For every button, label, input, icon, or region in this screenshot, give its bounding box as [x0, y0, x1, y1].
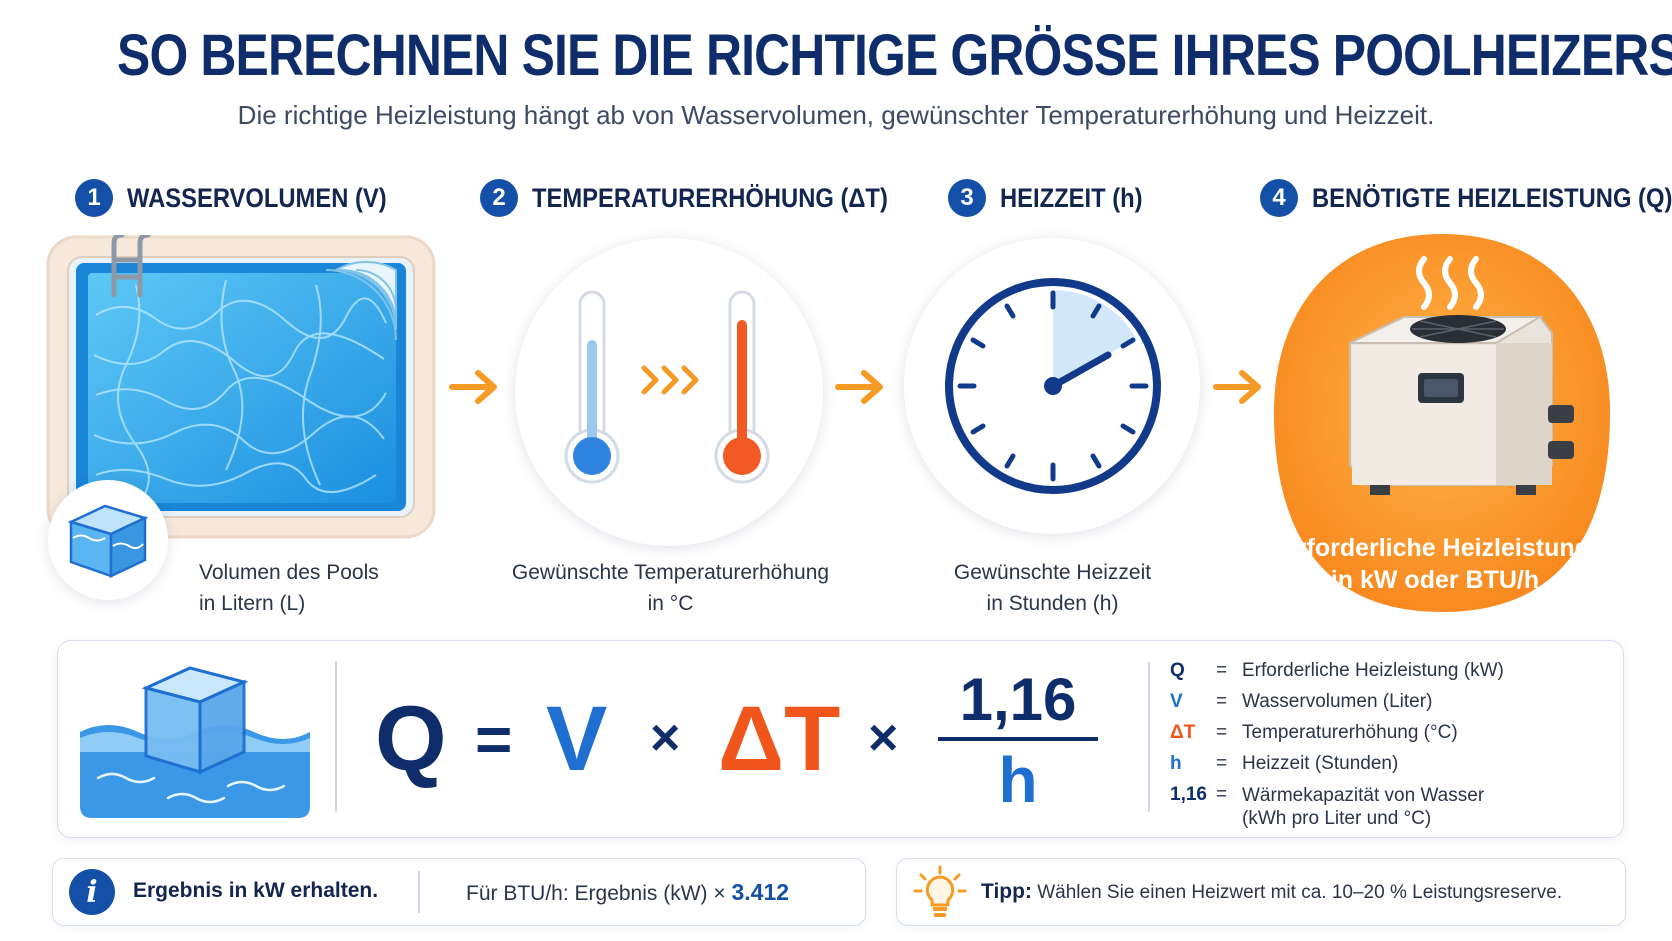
legend-text: Erforderliche Heizleistung (kW) [1242, 660, 1504, 681]
legend-equals: = [1216, 722, 1228, 743]
arrow-right-icon [835, 370, 883, 404]
step-3-caption: Gewünschte Heizzeit in Stunden (h) [920, 557, 1185, 619]
step-4-caption-line2: in kW oder BTU/h [1330, 566, 1540, 594]
legend-equals: = [1216, 753, 1228, 774]
tip-text: Tipp: Wählen Sie einen Heizwert mit ca. … [981, 880, 1562, 904]
water-cube-icon [67, 504, 149, 578]
legend-text: Temperaturerhöhung (°C) [1242, 722, 1458, 743]
legend-text: Wasservolumen (Liter) [1242, 691, 1433, 712]
formula-times-2: × [868, 709, 899, 767]
page-subtitle: Die richtige Heizleistung hängt ab von W… [237, 100, 1435, 130]
fraction-bar [938, 737, 1098, 741]
clock-icon [945, 278, 1161, 494]
temperature-circle [515, 238, 823, 546]
formula-delta-t: ΔT [718, 688, 841, 790]
tip-card: Tipp: Wählen Sie einen Heizwert mit ca. … [896, 858, 1626, 926]
step-2-caption: Gewünschte Temperaturerhöhung in °C [498, 557, 843, 619]
arrow-right-icon [449, 370, 497, 404]
step-1-heading: 1 WASSERVOLUMEN (V) [75, 178, 422, 218]
step-2-heading: 2 TEMPERATURERHÖHUNG (ΔT) [480, 178, 936, 218]
formula-divider-right [1148, 662, 1150, 812]
pool-icon [46, 235, 436, 539]
step-2-caption-line2: in °C [647, 592, 694, 615]
step-2-caption-line1: Gewünschte Temperaturerhöhung [511, 561, 830, 584]
legend-equals: = [1216, 691, 1228, 712]
formula-denominator: h [998, 744, 1038, 816]
legend-symbol: 1,16 [1170, 784, 1207, 805]
legend-text: Heizzeit (Stunden) [1242, 753, 1399, 774]
result-card: i Ergebnis in kW erhalten. Für BTU/h: Er… [52, 858, 866, 926]
tip-label: Tipp: [981, 880, 1032, 903]
step-3-number: 3 [948, 179, 986, 217]
step-3-heading: 3 HEIZZEIT (h) [948, 178, 1162, 218]
legend-symbol: ΔT [1170, 722, 1196, 743]
step-1-number: 1 [75, 179, 113, 217]
page-title: SO BERECHNEN SIE DIE RICHTIGE GRÖSSE IHR… [117, 23, 1672, 88]
step-3-caption-line2: in Stunden (h) [986, 592, 1119, 615]
formula-v: V [546, 688, 608, 790]
legend-text: Wärmekapazität von Wasser (kWh pro Liter… [1242, 784, 1484, 830]
formula-numerator: 1,16 [959, 666, 1077, 733]
step-4-number: 4 [1260, 179, 1298, 217]
formula-divider-left [335, 662, 337, 812]
step-1-caption-line2: in Litern (L) [199, 592, 306, 615]
step-1-title: WASSERVOLUMEN (V) [127, 182, 387, 213]
thermometer-hot-icon [714, 290, 770, 484]
step-3-title: HEIZZEIT (h) [1000, 182, 1143, 213]
btu-factor: 3.412 [731, 879, 790, 905]
step-1-caption: Volumen des Pools in Litern (L) [199, 557, 379, 619]
legend-symbol: Q [1170, 660, 1185, 681]
lightbulb-icon [913, 865, 967, 917]
info-icon: i [69, 869, 115, 915]
legend-equals: = [1216, 660, 1228, 681]
step-4-caption-line1: Erforderliche Heizleistung [1280, 534, 1590, 562]
pool-ladder [111, 235, 151, 298]
formula-q: Q [375, 688, 447, 790]
arrow-right-icon [1213, 370, 1261, 404]
legend-text-line2: (kWh pro Liter und °C) [1242, 808, 1432, 829]
btu-prefix: Für BTU/h: Ergebnis (kW) × [466, 882, 726, 905]
step-1-caption-line1: Volumen des Pools [199, 561, 379, 584]
step-2-number: 2 [480, 179, 518, 217]
increase-chevrons-icon [641, 365, 699, 395]
result-divider [418, 871, 420, 913]
legend-equals: = [1216, 784, 1228, 805]
btu-conversion: Für BTU/h: Ergebnis (kW) × 3.412 [466, 879, 789, 906]
legend-symbol: h [1170, 753, 1182, 774]
formula-card [57, 640, 1624, 838]
result-label: Ergebnis in kW erhalten. [133, 879, 379, 902]
pool-steps [325, 260, 397, 341]
legend-text-line1: Wärmekapazität von Wasser [1242, 785, 1485, 806]
step-4-caption: Erforderliche Heizleistung in kW oder BT… [1270, 532, 1600, 596]
step-4-title: BENÖTIGTE HEIZLEISTUNG (Q) [1312, 182, 1672, 213]
step-3-caption-line1: Gewünschte Heizzeit [953, 561, 1152, 584]
thermometer-cold-icon [564, 290, 620, 484]
formula-times-1: × [650, 709, 681, 767]
step-4-heading: 4 BENÖTIGTE HEIZLEISTUNG (Q) [1260, 178, 1672, 218]
water-cube-icon [80, 666, 310, 818]
step-2-title: TEMPERATURERHÖHUNG (ΔT) [532, 182, 888, 213]
info-icon-letter: i [86, 874, 98, 910]
tip-body: Wählen Sie einen Heizwert mit ca. 10–20 … [1037, 882, 1563, 903]
formula-equals: = [475, 703, 513, 775]
heat-pump-icon [1349, 256, 1574, 495]
legend-symbol: V [1170, 691, 1183, 712]
